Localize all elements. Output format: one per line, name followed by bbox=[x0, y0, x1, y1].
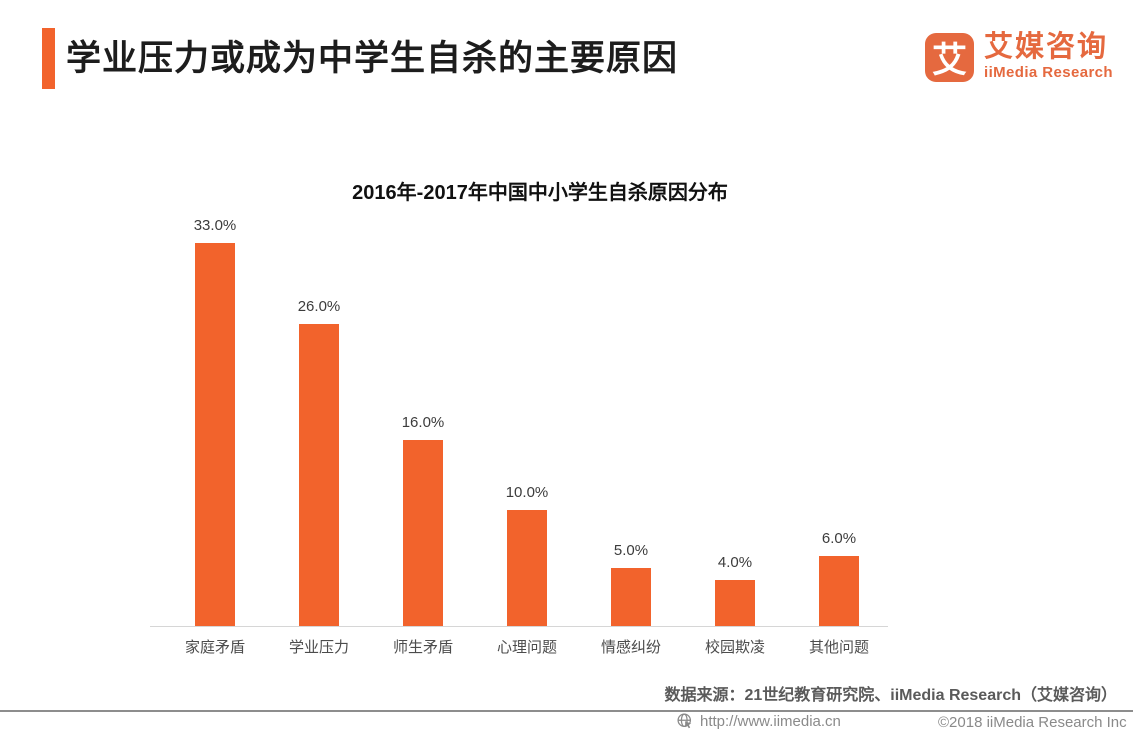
category-label: 情感纠纷 bbox=[600, 639, 661, 656]
bar-value-label: 6.0% bbox=[821, 530, 857, 547]
bar-column-1: 33.0% bbox=[163, 217, 267, 626]
category-label: 其他问题 bbox=[808, 639, 869, 656]
iimedia-logo-text: 艾媒咨询 iiMedia Research bbox=[984, 31, 1113, 81]
bar-column-5: 5.0% bbox=[579, 542, 683, 626]
iimedia-logo-icon: 艾 bbox=[925, 33, 975, 82]
bar bbox=[299, 324, 339, 626]
page-title: 学业压力或成为中学生自杀的主要原因 bbox=[66, 39, 679, 78]
bar-value-label: 4.0% bbox=[717, 554, 753, 571]
bar bbox=[507, 510, 547, 626]
category-label: 师生矛盾 bbox=[392, 639, 453, 656]
footer-copyright: ©2018 iiMedia Research Inc bbox=[938, 714, 1127, 731]
bar bbox=[195, 243, 235, 626]
data-source-note: 数据来源：21世纪教育研究院、iiMedia Research（艾媒咨询） bbox=[664, 687, 1117, 704]
x-axis-line bbox=[150, 626, 888, 627]
footer-divider bbox=[0, 710, 1133, 712]
category-axis: 家庭矛盾 学业压力 师生矛盾 心理问题 情感纠纷 校园欺凌 其他问题 bbox=[163, 636, 891, 657]
bar bbox=[819, 556, 859, 626]
category-label: 学业压力 bbox=[288, 639, 349, 656]
logo-cn-name: 艾媒咨询 bbox=[984, 31, 1109, 63]
category-label: 校园欺凌 bbox=[704, 639, 765, 656]
bar-value-label: 10.0% bbox=[505, 484, 549, 501]
category-label: 心理问题 bbox=[496, 639, 557, 656]
bar-column-2: 26.0% bbox=[267, 298, 371, 626]
globe-cursor-icon bbox=[677, 713, 692, 729]
bar-plot: 33.0% 26.0% 16.0% 10.0% 5.0% 4.0% 6.0% bbox=[163, 210, 891, 626]
bar-column-7: 6.0% bbox=[787, 530, 891, 626]
footer-url: http://www.iimedia.cn bbox=[676, 712, 841, 730]
bar-value-label: 16.0% bbox=[401, 414, 445, 431]
bar-column-3: 16.0% bbox=[371, 414, 475, 626]
bar-value-label: 33.0% bbox=[193, 217, 237, 234]
iimedia-logo: 艾 艾媒咨询 iiMedia Research bbox=[925, 31, 1113, 82]
title-accent-bar bbox=[42, 28, 55, 89]
logo-en-name: iiMedia Research bbox=[984, 64, 1113, 81]
footer-url-text: http://www.iimedia.cn bbox=[700, 712, 841, 730]
bar-value-label: 5.0% bbox=[613, 542, 649, 559]
bar bbox=[611, 568, 651, 626]
chart-title: 2016年-2017年中国中小学生自杀原因分布 bbox=[352, 182, 728, 204]
bar-value-label: 26.0% bbox=[297, 298, 341, 315]
bar-column-4: 10.0% bbox=[475, 484, 579, 626]
category-label: 家庭矛盾 bbox=[184, 639, 245, 656]
bar bbox=[715, 580, 755, 626]
bar-column-6: 4.0% bbox=[683, 554, 787, 626]
bar bbox=[403, 440, 443, 626]
